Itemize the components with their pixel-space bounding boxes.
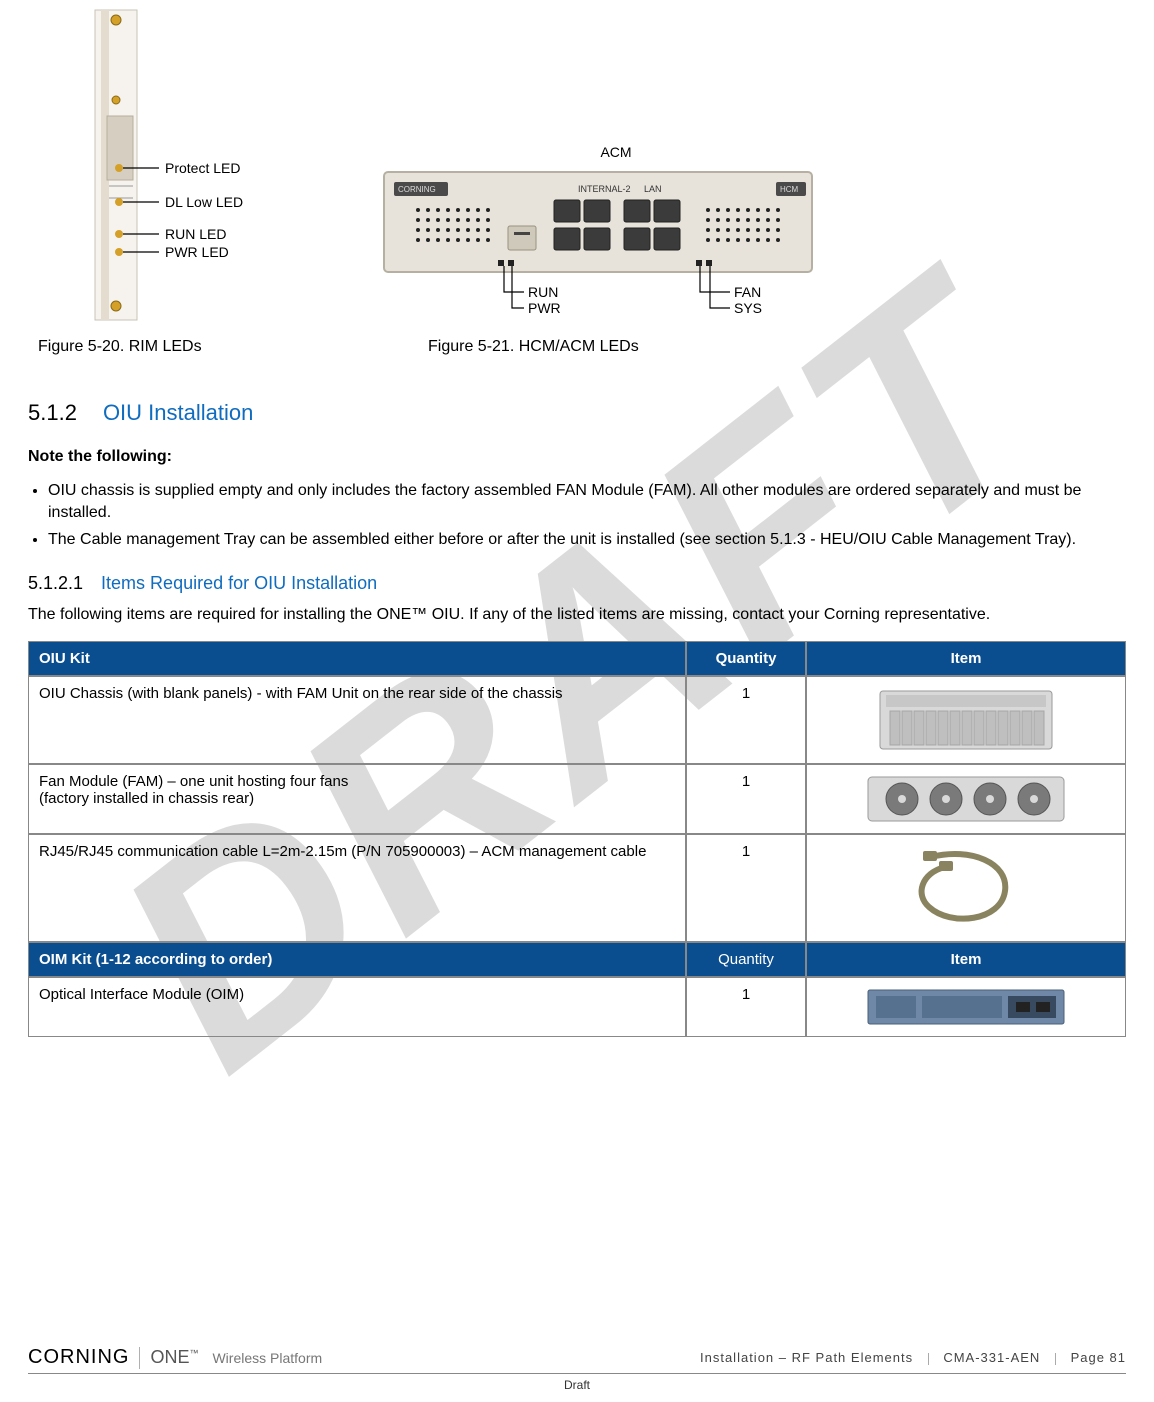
rim-label-pwr: PWR LED <box>165 244 229 260</box>
cell-qty: 1 <box>686 764 806 834</box>
table-row: OIU Chassis (with blank panels) - with F… <box>28 676 1126 764</box>
note-heading: Note the following: <box>28 448 1126 466</box>
cell-qty: 1 <box>686 834 806 942</box>
acm-label-sys: SYS <box>734 300 762 316</box>
acm-title: ACM <box>600 144 631 160</box>
bullet-item: OIU chassis is supplied empty and only i… <box>48 480 1126 523</box>
rim-leds-illustration: Protect LED DL Low LED RUN LED PWR LED <box>73 6 283 326</box>
rim-label-protect: Protect LED <box>165 160 240 176</box>
cell-desc: RJ45/RJ45 communication cable L=2m-2.15m… <box>28 834 686 942</box>
cell-qty: 1 <box>686 676 806 764</box>
figure-acm: ACM CORNING HCM <box>368 144 828 326</box>
brand-subtitle: Wireless Platform <box>212 1350 322 1366</box>
note-bullets: OIU chassis is supplied empty and only i… <box>28 480 1126 551</box>
footer-brand: CORNING ONE™ Wireless Platform <box>28 1346 322 1369</box>
rim-label-dllow: DL Low LED <box>165 194 243 210</box>
chassis-icon <box>876 685 1056 755</box>
figures-row: Protect LED DL Low LED RUN LED PWR LED A… <box>28 0 1126 326</box>
footer-segment-3: Page 81 <box>1071 1350 1126 1365</box>
col-header-qty2: Quantity <box>686 942 806 977</box>
oim-icon <box>866 986 1066 1028</box>
acm-label-run: RUN <box>528 284 558 300</box>
heading-5121-title: Items Required for OIU Installation <box>101 573 377 594</box>
cell-desc: Fan Module (FAM) – one unit hosting four… <box>28 764 686 834</box>
col-header-qty: Quantity <box>686 641 806 676</box>
table-row: Optical Interface Module (OIM) 1 <box>28 977 1126 1037</box>
cable-icon <box>911 843 1021 933</box>
heading-512-title: OIU Installation <box>103 400 253 426</box>
cell-desc-line2: (factory installed in chassis rear) <box>39 790 254 807</box>
col-header-item: Item <box>806 641 1126 676</box>
cell-item-image <box>806 676 1126 764</box>
table-row: Fan Module (FAM) – one unit hosting four… <box>28 764 1126 834</box>
figure-caption-acm: Figure 5-21. HCM/ACM LEDs <box>428 338 639 356</box>
acm-badge-left: CORNING <box>398 185 436 194</box>
heading-5121-number: 5.1.2.1 <box>28 573 83 594</box>
cell-item-image <box>806 977 1126 1037</box>
footer-meta: Installation – RF Path Elements CMA-331-… <box>700 1350 1126 1365</box>
col-header-kit: OIU Kit <box>28 641 686 676</box>
figure-caption-rim: Figure 5-20. RIM LEDs <box>38 338 398 356</box>
rim-label-run: RUN LED <box>165 226 226 242</box>
heading-5121: 5.1.2.1 Items Required for OIU Installat… <box>28 573 1126 594</box>
footer-draft: Draft <box>28 1378 1126 1392</box>
heading-512: 5.1.2 OIU Installation <box>28 400 1126 426</box>
col-header-item2: Item <box>806 942 1126 977</box>
figure-rim: Protect LED DL Low LED RUN LED PWR LED <box>28 6 328 326</box>
acm-label-fan: FAN <box>734 284 761 300</box>
brand-separator <box>139 1347 140 1369</box>
bullet-item: The Cable management Tray can be assembl… <box>48 529 1126 551</box>
paragraph-5121: The following items are required for ins… <box>28 604 1126 626</box>
fan-module-icon <box>866 773 1066 825</box>
table-row: RJ45/RJ45 communication cable L=2m-2.15m… <box>28 834 1126 942</box>
footer-segment-2: CMA-331-AEN <box>943 1350 1040 1365</box>
col-header-oimkit: OIM Kit (1-12 according to order) <box>28 942 686 977</box>
page-footer: CORNING ONE™ Wireless Platform Installat… <box>0 1346 1154 1392</box>
table-header-row: OIU Kit Quantity Item <box>28 641 1126 676</box>
cell-desc-line1: Fan Module (FAM) – one unit hosting four… <box>39 773 348 790</box>
heading-512-number: 5.1.2 <box>28 400 77 426</box>
acm-label-pwr: PWR <box>528 300 561 316</box>
acm-badge-right: HCM <box>780 185 799 194</box>
table-section-row: OIM Kit (1-12 according to order) Quanti… <box>28 942 1126 977</box>
cell-desc: Optical Interface Module (OIM) <box>28 977 686 1037</box>
cell-qty: 1 <box>686 977 806 1037</box>
cell-item-image <box>806 764 1126 834</box>
oiu-kit-table: OIU Kit Quantity Item OIU Chassis (with … <box>28 641 1126 1037</box>
brand-corning: CORNING <box>28 1346 129 1369</box>
brand-one: ONE™ <box>150 1347 198 1368</box>
cell-item-image <box>806 834 1126 942</box>
acm-illustration: CORNING HCM <box>378 166 818 326</box>
acm-port-label-1: INTERNAL-2 <box>578 184 631 194</box>
acm-port-label-2: LAN <box>644 184 662 194</box>
cell-desc: OIU Chassis (with blank panels) - with F… <box>28 676 686 764</box>
footer-segment-1: Installation – RF Path Elements <box>700 1350 913 1365</box>
